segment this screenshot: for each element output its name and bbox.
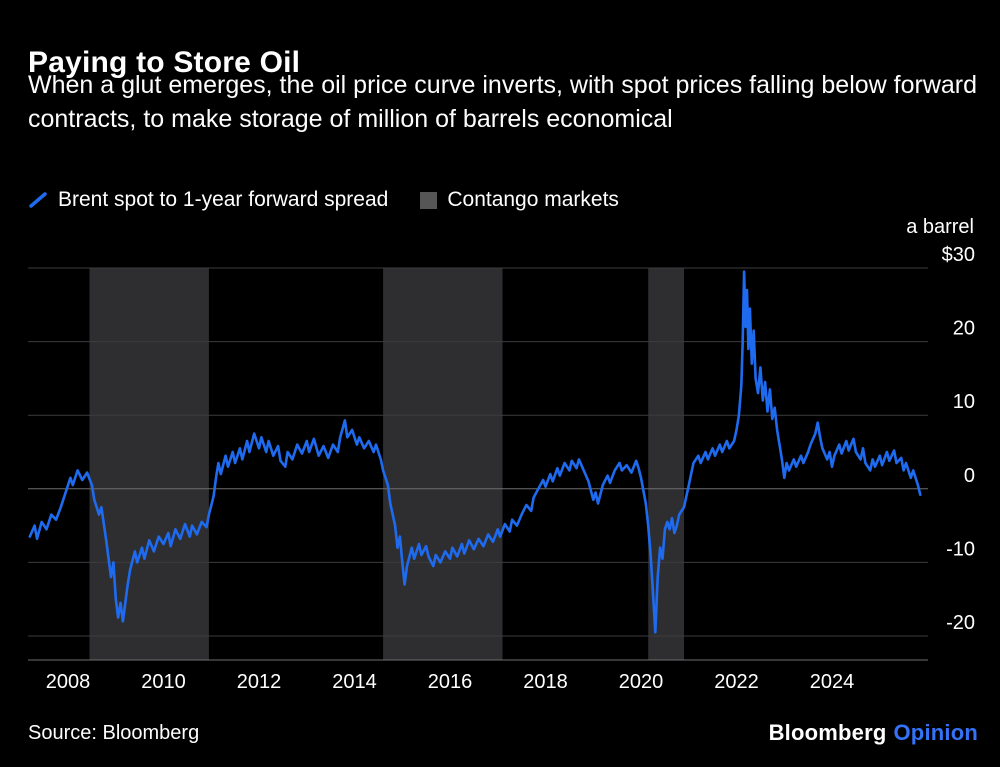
legend-item-contango: Contango markets <box>420 188 619 212</box>
bloomberg-opinion-logo: Bloomberg Opinion <box>769 720 978 746</box>
x-tick-label: 2020 <box>619 671 664 693</box>
legend-item-series: Brent spot to 1-year forward spread <box>28 188 388 212</box>
y-tick-label: 20 <box>953 318 975 340</box>
x-tick-label: 2018 <box>523 671 568 693</box>
x-tick-label: 2024 <box>810 671 855 693</box>
source-note: Source: Bloomberg <box>28 722 200 744</box>
contango-band <box>383 268 503 660</box>
legend-series-label: Brent spot to 1-year forward spread <box>58 188 389 211</box>
y-axis-unit-label: a barrel <box>906 216 974 238</box>
x-tick-label: 2008 <box>46 671 91 693</box>
x-tick-label: 2016 <box>428 671 473 693</box>
logo-opinion: Opinion <box>893 720 978 745</box>
spread-series-line <box>28 270 922 634</box>
contango-band <box>89 268 209 660</box>
page-title: Paying to Store Oil <box>28 46 301 80</box>
x-tick-label: 2014 <box>332 671 377 693</box>
x-tick-label: 2010 <box>141 671 186 693</box>
x-tick-label: 2012 <box>237 671 282 693</box>
line-series-icon <box>29 192 47 208</box>
legend: Brent spot to 1-year forward spread Cont… <box>28 188 619 212</box>
band-swatch-icon <box>420 191 438 209</box>
y-tick-label: $30 <box>942 244 975 266</box>
y-tick-label: -10 <box>946 538 975 560</box>
y-tick-label: 10 <box>953 391 975 413</box>
y-tick-label: 0 <box>964 465 975 487</box>
legend-contango-label: Contango markets <box>447 188 619 211</box>
y-tick-label: -20 <box>946 612 975 634</box>
chart-subtitle: When a glut emerges, the oil price curve… <box>28 71 978 133</box>
x-tick-label: 2022 <box>714 671 759 693</box>
logo-bloomberg: Bloomberg <box>768 720 887 745</box>
